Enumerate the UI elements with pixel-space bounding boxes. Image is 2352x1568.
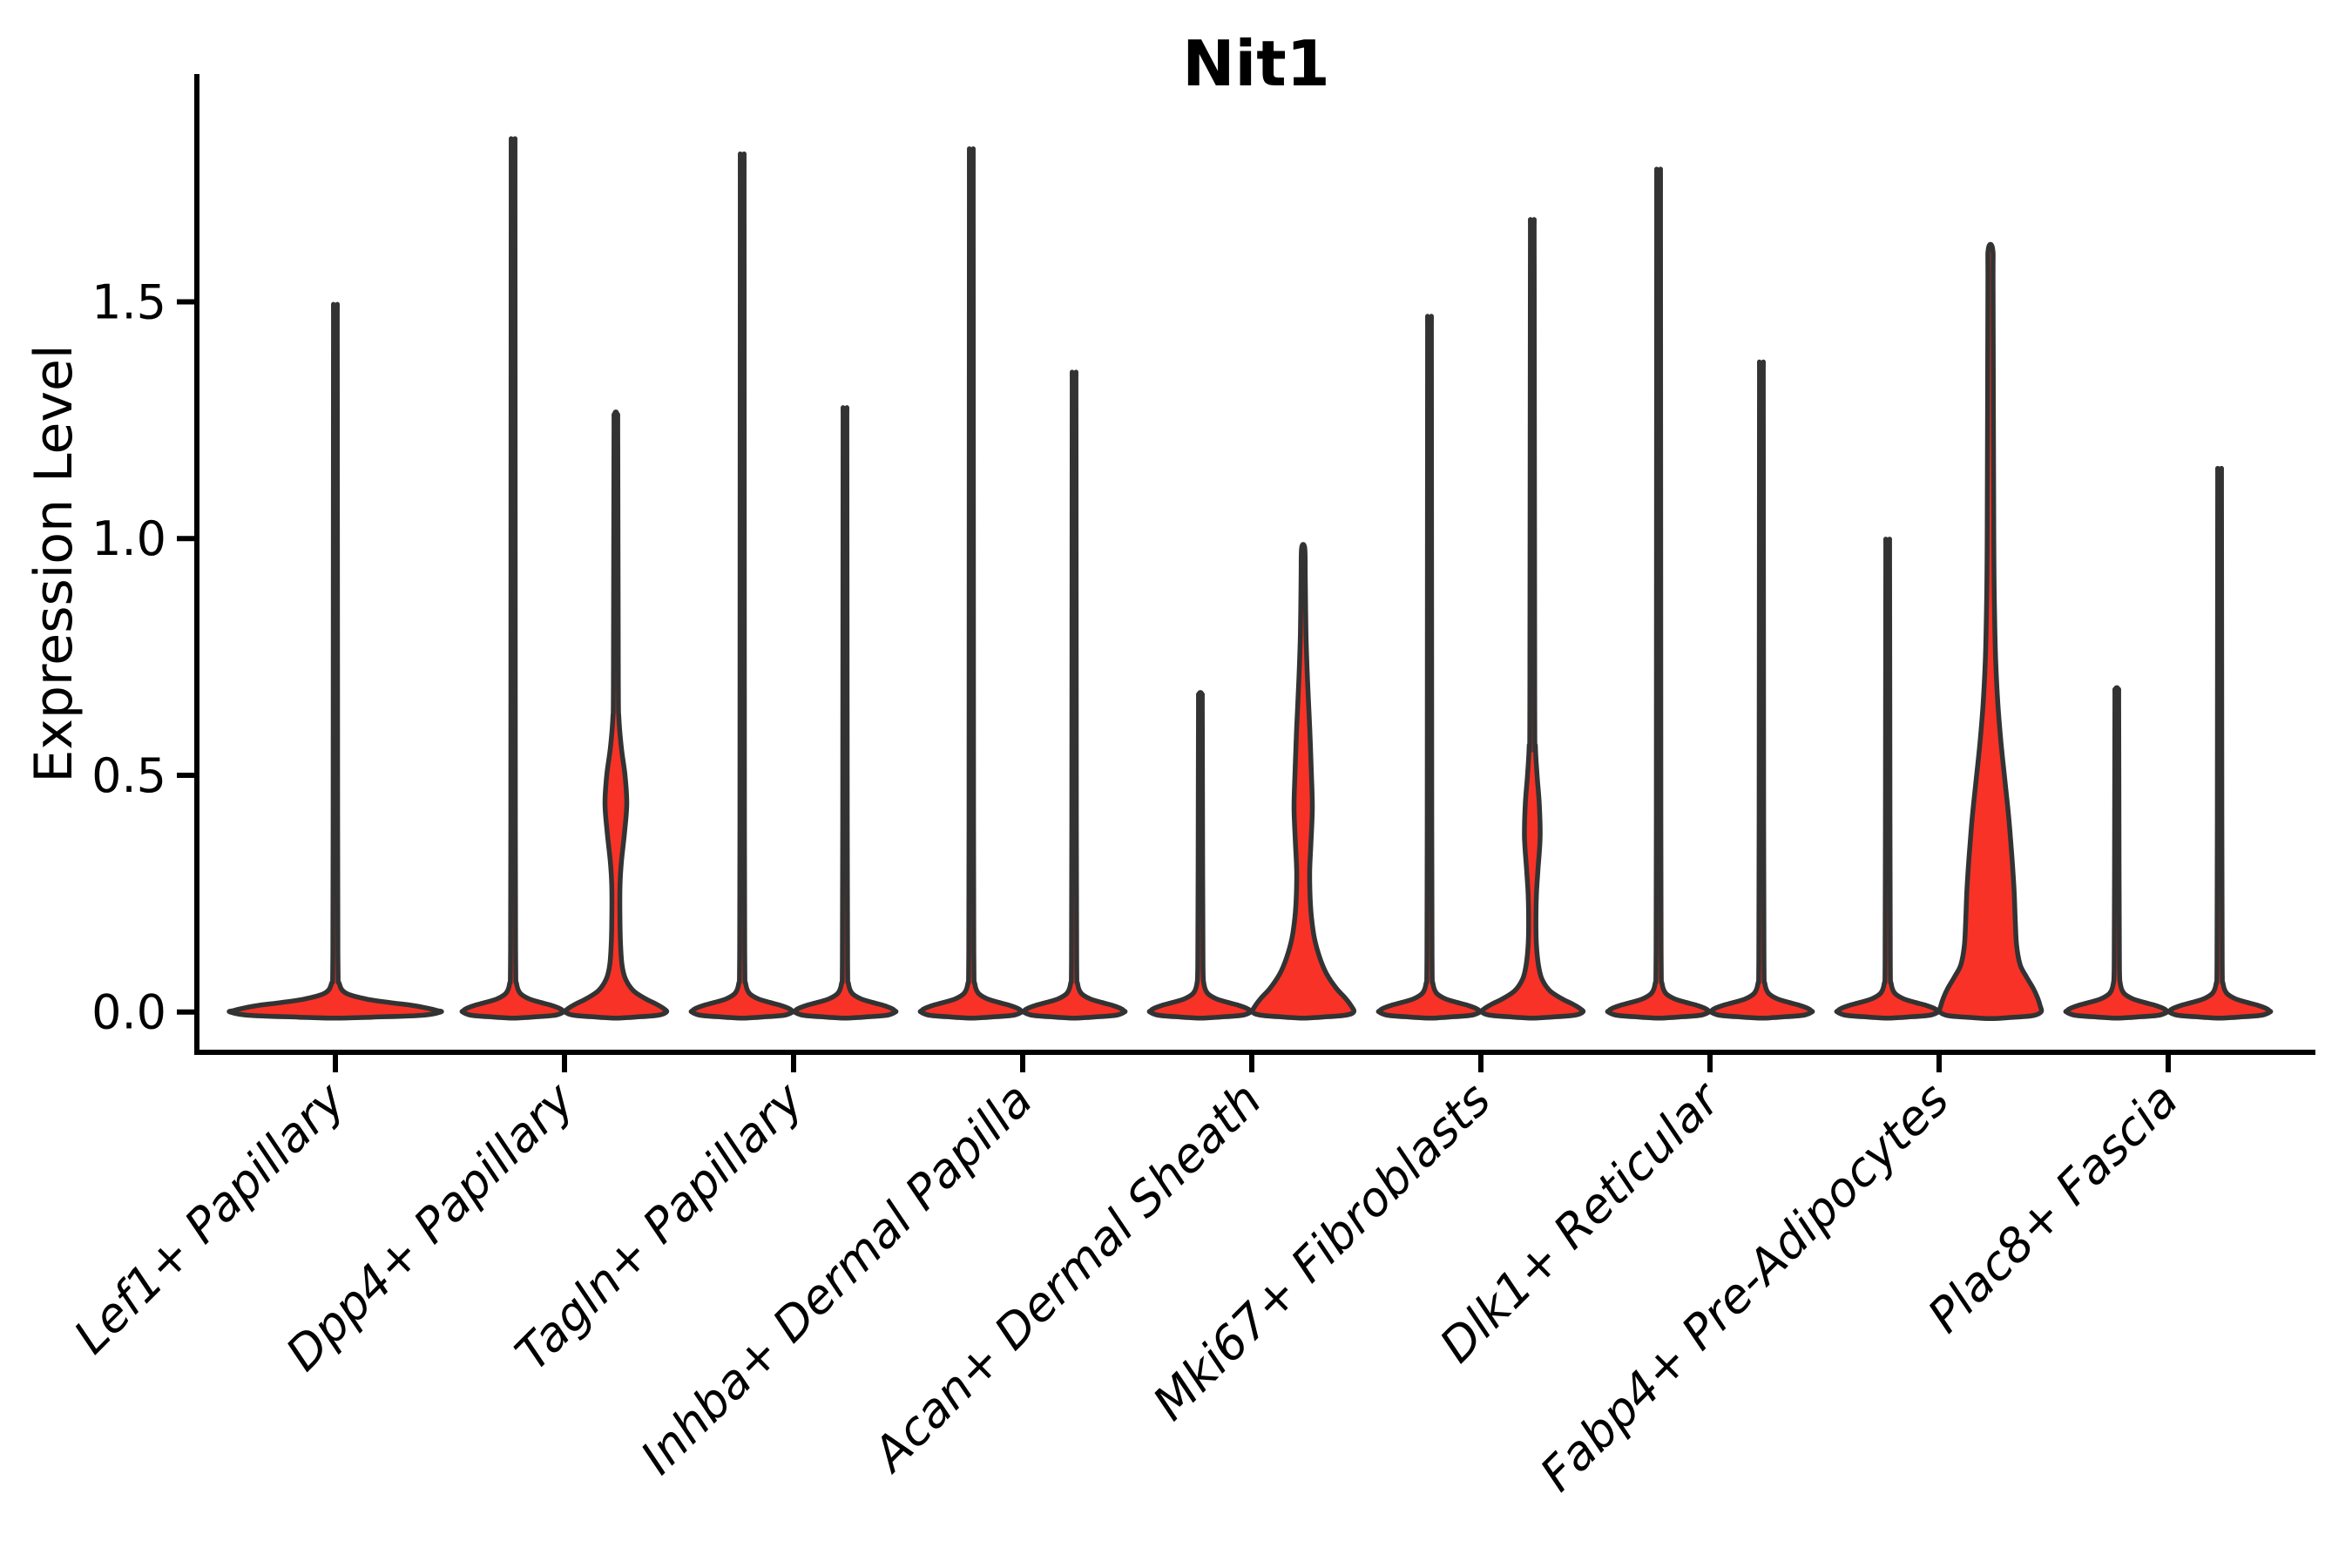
x-tick-label-fabp4-pre-adipocytes: Fabp4+ Pre-Adipocytes [1530, 1072, 1959, 1502]
violin-plac8-fascia-left [2063, 685, 2171, 1021]
violin-tagln-papillary-left [688, 151, 796, 1021]
x-tick-label-inhba-dermal-papilla: Inhba+ Dermal Papilla [630, 1072, 1043, 1485]
violin-fabp4-pre-adipocytes-left [1834, 537, 1942, 1021]
violin-inhba-dermal-papilla-right [1020, 369, 1128, 1021]
violin-mki67-fibroblasts-right [1478, 217, 1586, 1021]
violin-acan-dermal-sheath-right [1249, 542, 1357, 1021]
x-tick-label-plac8-fascia: Plac8+ Fascia [1917, 1072, 2188, 1343]
violin-lef1-papillary-single [226, 301, 444, 1021]
violin-acan-dermal-sheath-left [1146, 690, 1254, 1021]
x-tick-label-acan-dermal-sheath: Acan+ Dermal Sheath [861, 1072, 1272, 1484]
y-tick-label: 0.0 [91, 985, 166, 1040]
violin-mki67-fibroblasts-left [1375, 314, 1484, 1021]
violin-dlk1-reticular-left [1605, 166, 1713, 1021]
y-tick-label: 0.5 [91, 748, 166, 803]
violin-dpp4-papillary-left [459, 136, 567, 1021]
violin-dpp4-papillary-right [562, 409, 670, 1021]
y-axis-label: Expression Level [24, 344, 84, 782]
axis-spines [194, 74, 2315, 1055]
violin-tagln-papillary-right [791, 405, 899, 1021]
y-tick-label: 1.0 [91, 511, 166, 566]
y-tick-label: 1.5 [91, 274, 166, 329]
violin-fabp4-pre-adipocytes-right [1936, 241, 2044, 1022]
violin-plac8-fascia-right [2166, 465, 2274, 1021]
violin-series [226, 136, 2274, 1022]
plot-title: Nit1 [1182, 27, 1329, 100]
violin-dlk1-reticular-right [1707, 359, 1815, 1021]
violin-inhba-dermal-papilla-left [917, 146, 1025, 1021]
